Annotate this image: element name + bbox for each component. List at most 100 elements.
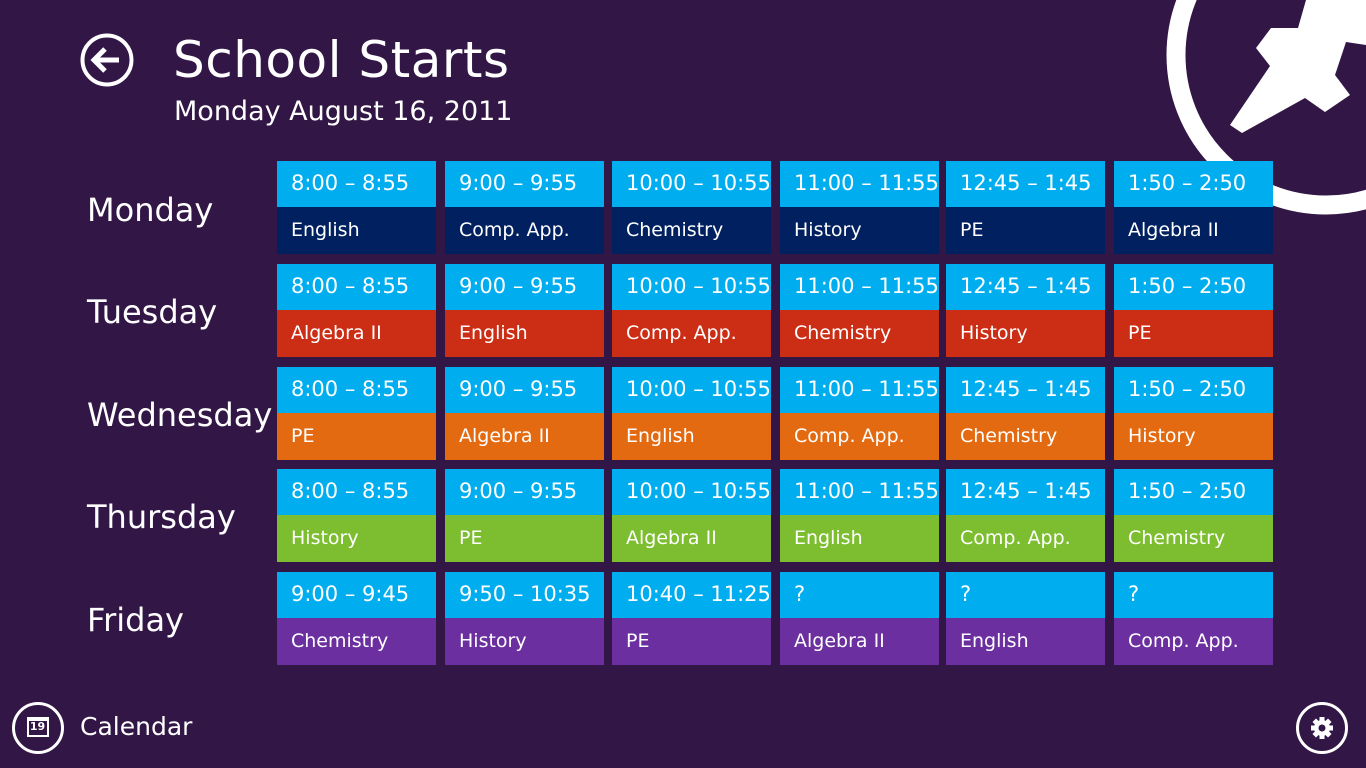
period-time: 9:00 – 9:55: [445, 264, 604, 310]
period-time: 12:45 – 1:45: [946, 264, 1105, 310]
period-time: 10:40 – 11:25: [612, 572, 771, 618]
period-time: 8:00 – 8:55: [277, 367, 436, 413]
calendar-button[interactable]: 19: [12, 702, 64, 754]
period-time: 11:00 – 11:55: [780, 264, 939, 310]
day-label: Tuesday: [87, 293, 218, 331]
period-time: 9:00 – 9:55: [445, 367, 604, 413]
period-time: 11:00 – 11:55: [780, 469, 939, 515]
schedule-tile[interactable]: 9:00 – 9:55 PE: [445, 469, 604, 562]
period-subject: PE: [946, 207, 1105, 254]
back-button[interactable]: [80, 33, 134, 87]
period-time: 9:50 – 10:35: [445, 572, 604, 618]
period-time: 9:00 – 9:45: [277, 572, 436, 618]
schedule-tile[interactable]: 9:50 – 10:35 History: [445, 572, 604, 665]
period-time: 12:45 – 1:45: [946, 367, 1105, 413]
period-subject: Algebra II: [612, 515, 771, 562]
schedule-tile[interactable]: 11:00 – 11:55 Chemistry: [780, 264, 939, 357]
pushpin-icon: [1166, 0, 1366, 215]
period-subject: Algebra II: [1114, 207, 1273, 254]
schedule-tile[interactable]: 8:00 – 8:55 PE: [277, 367, 436, 460]
period-time: 1:50 – 2:50: [1114, 367, 1273, 413]
schedule-tile[interactable]: 1:50 – 2:50 PE: [1114, 264, 1273, 357]
period-subject: Chemistry: [946, 413, 1105, 460]
period-subject: English: [780, 515, 939, 562]
schedule-tile[interactable]: 12:45 – 1:45 Chemistry: [946, 367, 1105, 460]
day-label: Wednesday: [87, 396, 273, 434]
calendar-label[interactable]: Calendar: [80, 712, 193, 741]
period-time: 10:00 – 10:55: [612, 161, 771, 207]
period-subject: Algebra II: [445, 413, 604, 460]
schedule-tile[interactable]: 12:45 – 1:45 History: [946, 264, 1105, 357]
schedule-tile[interactable]: 10:40 – 11:25 PE: [612, 572, 771, 665]
period-time: 10:00 – 10:55: [612, 264, 771, 310]
period-subject: Comp. App.: [946, 515, 1105, 562]
schedule-tile[interactable]: 9:00 – 9:55 Algebra II: [445, 367, 604, 460]
period-time: 9:00 – 9:55: [445, 469, 604, 515]
period-subject: History: [1114, 413, 1273, 460]
schedule-tile[interactable]: 10:00 – 10:55 Comp. App.: [612, 264, 771, 357]
page-title: School Starts: [173, 31, 510, 89]
period-subject: Comp. App.: [612, 310, 771, 357]
schedule-tile[interactable]: 10:00 – 10:55 English: [612, 367, 771, 460]
schedule-tile[interactable]: 12:45 – 1:45 PE: [946, 161, 1105, 254]
schedule-tile[interactable]: 1:50 – 2:50 Chemistry: [1114, 469, 1273, 562]
schedule-tile[interactable]: 11:00 – 11:55 English: [780, 469, 939, 562]
schedule-tile[interactable]: 11:00 – 11:55 History: [780, 161, 939, 254]
schedule-tile[interactable]: 11:00 – 11:55 Comp. App.: [780, 367, 939, 460]
period-time: 8:00 – 8:55: [277, 161, 436, 207]
calendar-icon-day: 19: [29, 720, 46, 733]
period-time: 8:00 – 8:55: [277, 264, 436, 310]
period-subject: History: [946, 310, 1105, 357]
period-subject: English: [445, 310, 604, 357]
period-subject: English: [612, 413, 771, 460]
back-arrow-icon: [80, 33, 134, 87]
settings-button[interactable]: [1295, 701, 1349, 755]
schedule-tile[interactable]: 12:45 – 1:45 Comp. App.: [946, 469, 1105, 562]
page-subtitle: Monday August 16, 2011: [174, 96, 513, 127]
period-subject: History: [445, 618, 604, 665]
period-subject: Chemistry: [277, 618, 436, 665]
schedule-tile[interactable]: 8:00 – 8:55 Algebra II: [277, 264, 436, 357]
schedule-tile[interactable]: 8:00 – 8:55 English: [277, 161, 436, 254]
period-time: ?: [946, 572, 1105, 618]
period-time: ?: [780, 572, 939, 618]
schedule-tile[interactable]: 10:00 – 10:55 Chemistry: [612, 161, 771, 254]
schedule-tile[interactable]: 1:50 – 2:50 Algebra II: [1114, 161, 1273, 254]
pushpin-logo: [1160, 0, 1366, 215]
period-time: 11:00 – 11:55: [780, 367, 939, 413]
period-time: 11:00 – 11:55: [780, 161, 939, 207]
day-label: Monday: [87, 191, 214, 229]
schedule-tile[interactable]: 9:00 – 9:55 English: [445, 264, 604, 357]
gear-icon: [1296, 702, 1348, 754]
schedule-tile[interactable]: ? English: [946, 572, 1105, 665]
period-time: 9:00 – 9:55: [445, 161, 604, 207]
schedule-tile[interactable]: 9:00 – 9:55 Comp. App.: [445, 161, 604, 254]
period-time: 1:50 – 2:50: [1114, 469, 1273, 515]
schedule-tile[interactable]: 1:50 – 2:50 History: [1114, 367, 1273, 460]
period-subject: History: [780, 207, 939, 254]
schedule-tile[interactable]: 9:00 – 9:45 Chemistry: [277, 572, 436, 665]
period-subject: PE: [1114, 310, 1273, 357]
schedule-tile[interactable]: 8:00 – 8:55 History: [277, 469, 436, 562]
period-subject: English: [277, 207, 436, 254]
day-label: Thursday: [87, 498, 236, 536]
period-subject: Algebra II: [277, 310, 436, 357]
period-time: ?: [1114, 572, 1273, 618]
calendar-icon: 19: [27, 717, 49, 737]
period-subject: English: [946, 618, 1105, 665]
schedule-tile[interactable]: 10:00 – 10:55 Algebra II: [612, 469, 771, 562]
period-time: 10:00 – 10:55: [612, 367, 771, 413]
schedule-tile[interactable]: ? Comp. App.: [1114, 572, 1273, 665]
schedule-tile[interactable]: ? Algebra II: [780, 572, 939, 665]
period-subject: Algebra II: [780, 618, 939, 665]
period-subject: Comp. App.: [780, 413, 939, 460]
period-subject: History: [277, 515, 436, 562]
period-time: 1:50 – 2:50: [1114, 161, 1273, 207]
period-subject: Chemistry: [1114, 515, 1273, 562]
day-label: Friday: [87, 601, 184, 639]
period-subject: Comp. App.: [1114, 618, 1273, 665]
period-subject: PE: [277, 413, 436, 460]
period-time: 12:45 – 1:45: [946, 469, 1105, 515]
period-time: 12:45 – 1:45: [946, 161, 1105, 207]
period-time: 1:50 – 2:50: [1114, 264, 1273, 310]
